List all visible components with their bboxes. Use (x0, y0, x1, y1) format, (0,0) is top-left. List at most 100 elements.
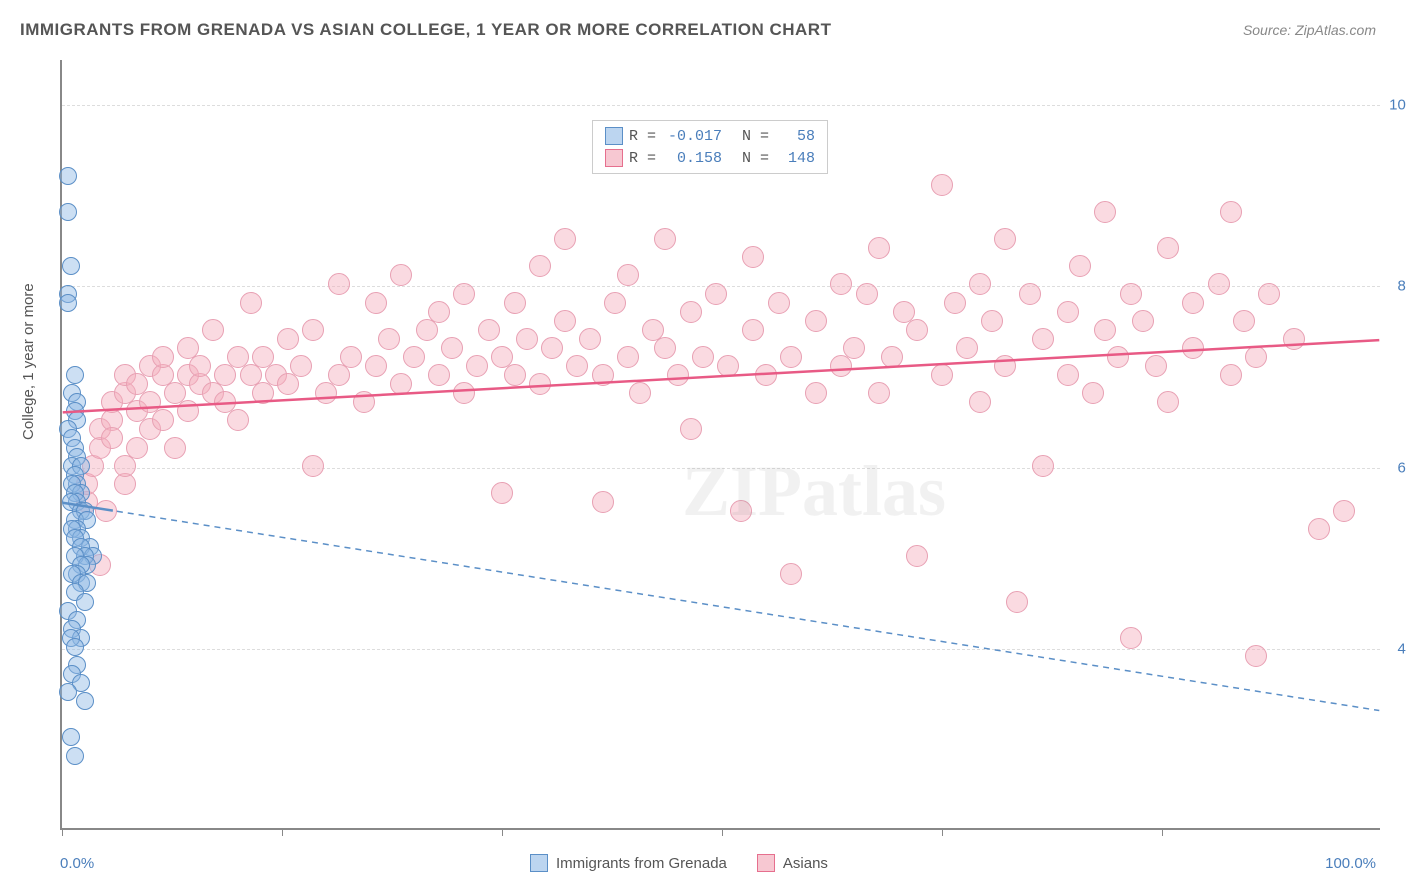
scatter-point-pink (152, 409, 174, 431)
x-axis-max-label: 100.0% (1325, 855, 1376, 872)
scatter-point-pink (1132, 310, 1154, 332)
scatter-point-pink (189, 355, 211, 377)
scatter-point-pink (881, 346, 903, 368)
scatter-point-pink (1145, 355, 1167, 377)
scatter-point-pink (227, 409, 249, 431)
scatter-point-pink (428, 364, 450, 386)
scatter-point-pink (1245, 346, 1267, 368)
scatter-point-pink (680, 418, 702, 440)
legend-series: Immigrants from Grenada Asians (530, 854, 828, 872)
y-axis-tick-label: 80.0% (1397, 278, 1406, 295)
legend-n-label: N = (742, 128, 769, 145)
scatter-point-pink (592, 364, 614, 386)
x-axis-tick (502, 828, 503, 836)
watermark-text: ZIPatlas (682, 450, 946, 533)
scatter-point-pink (1069, 255, 1091, 277)
legend-swatch (757, 854, 775, 872)
scatter-point-pink (390, 264, 412, 286)
scatter-point-pink (554, 310, 576, 332)
trend-line (63, 503, 1380, 711)
scatter-point-pink (328, 273, 350, 295)
scatter-point-pink (830, 273, 852, 295)
scatter-point-pink (240, 292, 262, 314)
scatter-point-pink (95, 500, 117, 522)
scatter-point-pink (1120, 283, 1142, 305)
x-axis-min-label: 0.0% (60, 855, 94, 872)
scatter-point-pink (1245, 645, 1267, 667)
scatter-point-pink (1032, 328, 1054, 350)
scatter-point-blue (59, 294, 77, 312)
scatter-point-pink (1019, 283, 1041, 305)
gridline-horizontal (62, 105, 1380, 106)
source-name: ZipAtlas.com (1295, 22, 1376, 38)
scatter-point-pink (302, 319, 324, 341)
legend-n-value: 148 (775, 150, 815, 167)
scatter-point-pink (378, 328, 400, 350)
scatter-point-pink (554, 228, 576, 250)
scatter-point-pink (629, 382, 651, 404)
scatter-point-pink (1094, 319, 1116, 341)
scatter-point-pink (956, 337, 978, 359)
scatter-point-pink (290, 355, 312, 377)
scatter-point-pink (944, 292, 966, 314)
scatter-point-pink (328, 364, 350, 386)
scatter-point-pink (453, 283, 475, 305)
scatter-point-blue (62, 728, 80, 746)
scatter-point-pink (1220, 201, 1242, 223)
chart-title: IMMIGRANTS FROM GRENADA VS ASIAN COLLEGE… (20, 20, 831, 40)
scatter-point-blue (66, 747, 84, 765)
x-axis-tick (62, 828, 63, 836)
source-prefix: Source: (1243, 22, 1295, 38)
scatter-point-pink (730, 500, 752, 522)
scatter-point-blue (66, 366, 84, 384)
scatter-point-pink (1333, 500, 1355, 522)
legend-n-label: N = (742, 150, 769, 167)
chart-plot-area: ZIPatlas R =-0.017N =58R =0.158N =148 40… (60, 60, 1380, 830)
scatter-point-pink (1157, 391, 1179, 413)
scatter-point-pink (516, 328, 538, 350)
scatter-point-pink (617, 264, 639, 286)
scatter-point-pink (504, 364, 526, 386)
y-axis-tick-label: 60.0% (1397, 459, 1406, 476)
scatter-point-pink (390, 373, 412, 395)
scatter-point-pink (768, 292, 790, 314)
scatter-point-pink (315, 382, 337, 404)
scatter-point-pink (1220, 364, 1242, 386)
scatter-point-pink (868, 237, 890, 259)
scatter-point-pink (1107, 346, 1129, 368)
source-attribution: Source: ZipAtlas.com (1243, 22, 1376, 38)
scatter-point-pink (843, 337, 865, 359)
scatter-point-pink (906, 319, 928, 341)
scatter-point-pink (466, 355, 488, 377)
scatter-point-pink (856, 283, 878, 305)
scatter-point-pink (1208, 273, 1230, 295)
scatter-point-pink (302, 455, 324, 477)
scatter-point-blue (59, 683, 77, 701)
scatter-point-pink (416, 319, 438, 341)
legend-series-item: Immigrants from Grenada (530, 854, 727, 872)
legend-swatch (605, 149, 623, 167)
scatter-point-pink (742, 319, 764, 341)
scatter-point-pink (667, 364, 689, 386)
scatter-point-pink (491, 482, 513, 504)
scatter-point-pink (617, 346, 639, 368)
scatter-point-pink (441, 337, 463, 359)
scatter-point-pink (906, 545, 928, 567)
trend-lines-svg (62, 60, 1380, 828)
scatter-point-pink (1157, 237, 1179, 259)
scatter-point-pink (1094, 201, 1116, 223)
scatter-point-pink (692, 346, 714, 368)
scatter-point-pink (252, 382, 274, 404)
scatter-point-pink (969, 391, 991, 413)
scatter-point-pink (1182, 337, 1204, 359)
scatter-point-pink (780, 346, 802, 368)
scatter-point-pink (214, 364, 236, 386)
legend-r-value: -0.017 (662, 128, 722, 145)
legend-swatch (605, 127, 623, 145)
scatter-point-pink (604, 292, 626, 314)
scatter-point-pink (428, 301, 450, 323)
legend-series-item: Asians (757, 854, 828, 872)
scatter-point-pink (654, 337, 676, 359)
scatter-point-pink (742, 246, 764, 268)
x-axis-tick (1162, 828, 1163, 836)
